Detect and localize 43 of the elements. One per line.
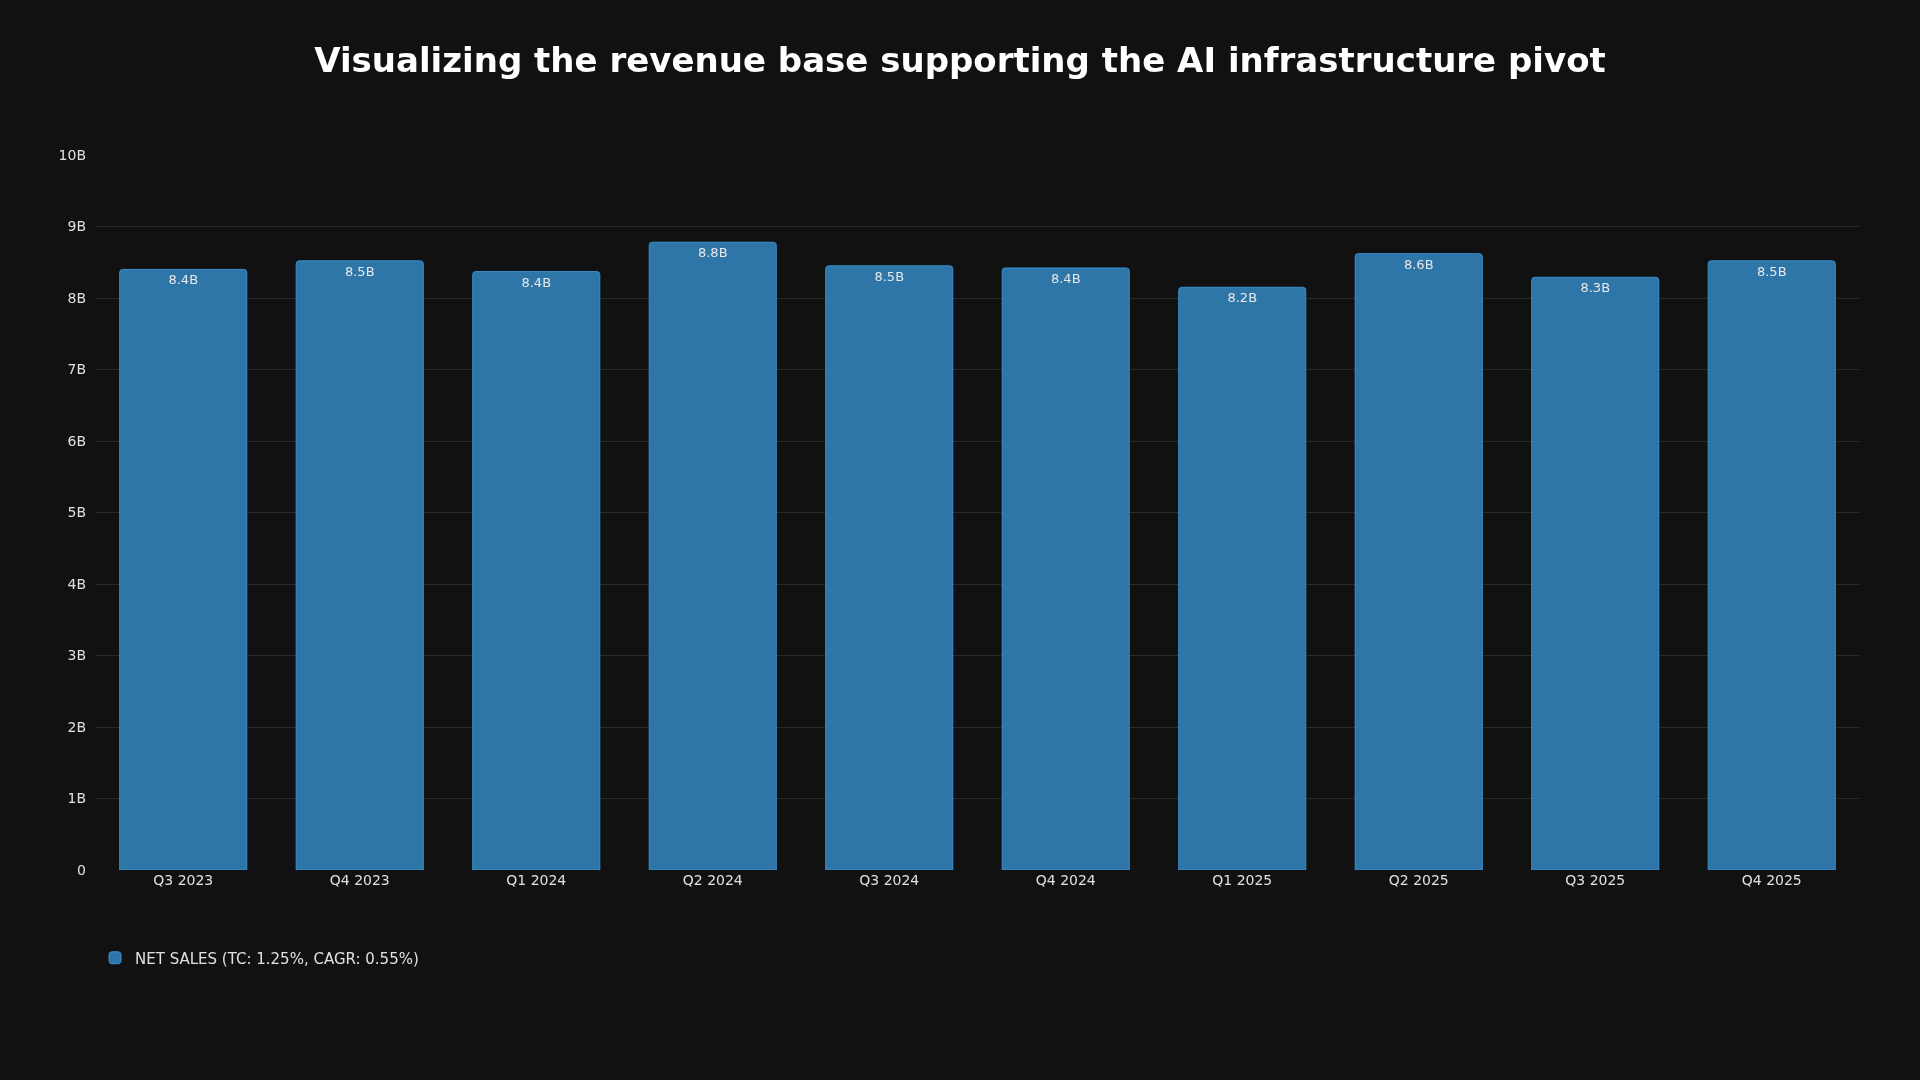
y-tick-label: 8B <box>67 289 86 306</box>
x-tick-label: Q4 2024 <box>1035 872 1096 888</box>
y-tick-label: 7B <box>67 361 86 378</box>
y-tick-label: 9B <box>67 218 86 235</box>
legend-label: NET SALES (TC: 1.25%, CAGR: 0.55%) <box>135 949 419 968</box>
bar <box>825 265 954 870</box>
data-label: 8.5B <box>874 268 905 284</box>
x-tick-label: Q4 2025 <box>1741 872 1802 888</box>
x-tick-label: Q4 2023 <box>329 872 390 888</box>
y-tick-label: 4B <box>67 575 86 592</box>
y-tick-label: 3B <box>67 647 86 664</box>
data-label: 8.5B <box>344 263 375 279</box>
y-tick-label: 0 <box>77 861 86 878</box>
bar <box>1707 260 1836 870</box>
data-label: 8.4B <box>521 274 552 290</box>
data-label: 8.6B <box>1403 256 1434 272</box>
x-tick-label: Q3 2024 <box>859 872 920 888</box>
bar <box>1354 253 1483 870</box>
data-label: 8.8B <box>697 245 728 261</box>
chart-title: Visualizing the revenue base supporting the AI infrastructure pivot <box>314 40 1606 81</box>
bar <box>648 241 777 870</box>
bar <box>295 260 424 870</box>
y-tick-label: 1B <box>67 790 86 807</box>
bar <box>1531 276 1660 870</box>
y-tick-label: 2B <box>67 718 86 735</box>
data-label: 8.4B <box>168 272 199 288</box>
x-tick-label: Q3 2023 <box>153 872 214 888</box>
data-label: 8.3B <box>1580 280 1611 296</box>
x-tick-label: Q1 2025 <box>1212 872 1273 888</box>
data-label: 8.2B <box>1227 290 1258 306</box>
y-tick-label: 6B <box>67 432 86 449</box>
y-tick-label: 5B <box>67 504 86 521</box>
x-tick-label: Q3 2025 <box>1565 872 1626 888</box>
data-label: 8.5B <box>1756 263 1787 279</box>
y-tick-label: 10B <box>58 146 86 163</box>
bar <box>1001 267 1130 870</box>
bar <box>1178 286 1307 870</box>
x-tick-label: Q2 2025 <box>1388 872 1449 888</box>
x-tick-label: Q1 2024 <box>506 872 567 888</box>
bar <box>472 271 601 870</box>
x-tick-label: Q2 2024 <box>682 872 743 888</box>
data-label: 8.4B <box>1050 270 1081 286</box>
bar <box>119 268 248 870</box>
